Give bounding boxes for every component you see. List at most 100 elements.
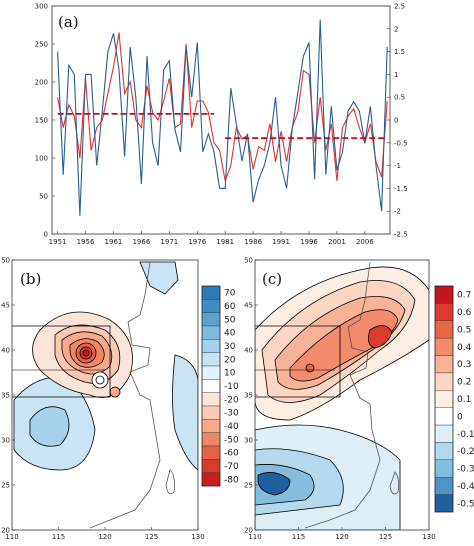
- panel-c-negative-region-3: [257, 472, 291, 496]
- panel-c-taiwan: [389, 471, 399, 495]
- colorbar-label: -80: [224, 475, 239, 485]
- colorbar-swatch: [434, 424, 454, 443]
- left-tick-label: 0: [44, 231, 48, 239]
- colorbar-label: 0.4: [457, 343, 472, 353]
- x-tick-label: 1976: [188, 238, 206, 246]
- colorbar-swatch: [434, 494, 454, 513]
- right-tick-label: -2: [394, 208, 401, 216]
- y-tick-label: 50: [1, 257, 10, 265]
- y-tick-label: 25: [244, 482, 253, 490]
- colorbar-label: 70: [224, 289, 236, 299]
- x-tick-label: 1961: [105, 238, 123, 246]
- left-tick-label: 150: [35, 117, 48, 125]
- x-tick-label: 120: [335, 533, 348, 541]
- x-tick-label: 1986: [244, 238, 262, 246]
- x-tick-label: 1991: [272, 238, 290, 246]
- colorbar-label: -20: [224, 395, 239, 405]
- panel-c-colorbar: 0.7 0.6 0.5 0.4 0.3 0.2 0.1 0 -0.1 -0.2 -0.3 -0.4 -0…: [434, 285, 474, 513]
- y-tick-label: 30: [1, 437, 10, 445]
- colorbar-swatch: [434, 407, 454, 426]
- x-tick-label: 1951: [49, 238, 67, 246]
- colorbar-swatch: [201, 472, 221, 487]
- colorbar-label: 30: [224, 342, 236, 352]
- colorbar-label: -0.4: [457, 482, 474, 492]
- colorbar-swatch: [201, 312, 221, 327]
- y-tick-label: 35: [1, 392, 10, 400]
- panel-c-label: (c): [262, 270, 282, 288]
- colorbar-swatch: [434, 337, 454, 356]
- panel-b-region-box: [12, 325, 111, 398]
- panel-b-map: [12, 260, 198, 530]
- right-tick-label: 2: [394, 25, 398, 33]
- colorbar-swatch: [434, 285, 454, 304]
- colorbar-label: -30: [224, 409, 239, 419]
- panel-b-positive-lobe-sw-inner: [29, 406, 70, 447]
- colorbar-label: -50: [224, 435, 239, 445]
- y-tick-label: 45: [244, 302, 253, 310]
- colorbar-swatch: [434, 372, 454, 391]
- x-tick-label: 125: [145, 533, 158, 541]
- colorbar-frame: [201, 285, 221, 487]
- panel-b-x-axis: 110 115 120 125 130: [5, 527, 205, 541]
- panel-c-region-box: [255, 325, 341, 398]
- panel-b-positive-lobe-north: [139, 261, 179, 295]
- panel-b-core-3: [82, 349, 90, 357]
- series-line-1: [57, 19, 388, 216]
- x-tick-label: 130: [422, 533, 435, 541]
- x-tick-label: 2006: [356, 238, 374, 246]
- panel-a: (a) 0 50 100 150 200 250 300 2.5 2 1.5 1 0.5 0 -0.5 -…: [35, 3, 408, 247]
- panel-c-positive-core-small: [305, 363, 315, 373]
- right-tick-label: 1.5: [394, 48, 405, 56]
- colorbar-label: 0.3: [457, 360, 471, 370]
- left-tick-label: 250: [35, 41, 48, 49]
- panel-b-taiwan: [165, 469, 175, 495]
- panel-a-right-axis: 2.5 2 1.5 1 0.5 0 -0.5 -1 -1.5 -2 -2.5: [387, 3, 408, 239]
- colorbar-swatch: [201, 299, 221, 313]
- colorbar-label: 60: [224, 302, 236, 312]
- colorbar-swatch: [434, 442, 454, 461]
- colorbar-label: -0.5: [457, 499, 474, 509]
- panel-c-y-axis: 20 25 30 35 40 45 50: [244, 257, 258, 535]
- left-tick-label: 300: [35, 3, 48, 11]
- panel-b-colorbar: 70 60 50 40 30 20 10 -10 -20 -30 -40 -50 -60 -70 -80: [201, 285, 239, 487]
- panel-b: (b) 110 115 120 125 130 20 25 30 35 40 45 50 70 60 5…: [1, 257, 239, 542]
- y-tick-label: 50: [244, 257, 253, 265]
- colorbar-label: 0.7: [457, 291, 471, 301]
- panel-b-positive-lobe-east: [172, 354, 198, 471]
- colorbar-swatch: [201, 445, 221, 460]
- x-tick-label: 1996: [300, 238, 318, 246]
- colorbar-label: -0.1: [457, 430, 474, 440]
- y-tick-label: 40: [1, 347, 10, 355]
- colorbar-frame: [434, 285, 454, 513]
- panel-c-positive-core: [367, 325, 393, 349]
- colorbar-label: 20: [224, 355, 236, 365]
- colorbar-label: -40: [224, 422, 239, 432]
- colorbar-swatch: [201, 419, 221, 433]
- left-tick-label: 50: [39, 193, 48, 201]
- right-tick-label: -2.5: [394, 231, 408, 239]
- colorbar-label: 0.1: [457, 395, 471, 405]
- x-tick-label: 2001: [328, 238, 346, 246]
- right-tick-label: -1: [394, 162, 401, 170]
- colorbar-swatch: [201, 379, 221, 393]
- colorbar-swatch: [201, 459, 221, 473]
- right-tick-label: -1.5: [394, 185, 408, 193]
- colorbar-label: -0.2: [457, 447, 474, 457]
- panel-b-y-axis: 20 25 30 35 40 45 50: [1, 257, 15, 535]
- panel-b-label: (b): [20, 270, 41, 288]
- colorbar-swatch: [201, 325, 221, 340]
- left-tick-label: 100: [35, 155, 48, 163]
- panel-c-coastline: [304, 261, 381, 529]
- colorbar-swatch: [434, 355, 454, 374]
- colorbar-label: 0.6: [457, 308, 472, 318]
- x-tick-label: 110: [248, 533, 261, 541]
- y-tick-label: 20: [1, 527, 10, 535]
- colorbar-swatch: [434, 390, 454, 408]
- y-tick-label: 20: [244, 527, 253, 535]
- y-tick-label: 35: [244, 392, 253, 400]
- x-tick-label: 130: [191, 533, 204, 541]
- x-tick-label: 1971: [160, 238, 178, 246]
- right-tick-label: -0.5: [394, 139, 408, 147]
